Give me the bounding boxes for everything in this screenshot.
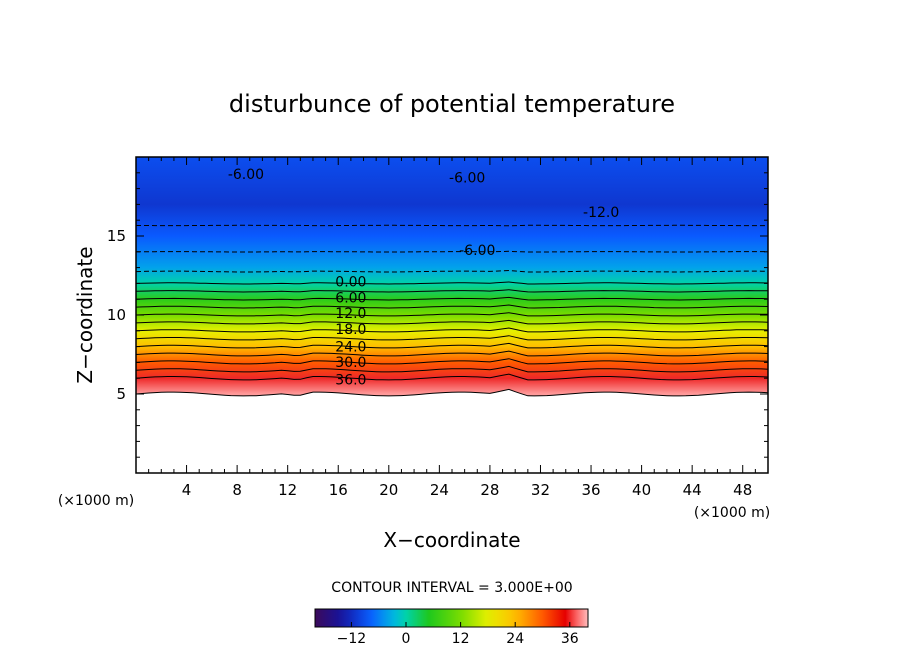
x-tick-label: 44	[683, 481, 702, 499]
y-axis-ticks: 5 10 15	[107, 172, 768, 458]
contour-line	[136, 358, 768, 365]
contour-label: -12.0	[583, 205, 619, 221]
contour-line	[136, 335, 768, 341]
y-tick-label: 5	[116, 385, 126, 403]
x-axis-ticks: 4 8 12 16 20 24 28 32 36 40 44 48	[148, 157, 756, 499]
y-tick-label: 15	[107, 227, 126, 245]
contour-label: 12.0	[335, 306, 366, 322]
contour-line	[136, 269, 768, 273]
x-tick-label: 40	[632, 481, 651, 499]
contour-line	[136, 296, 768, 301]
contour-label: -6.00	[459, 243, 495, 259]
colorbar-tick-label: 36	[561, 631, 579, 647]
y-axis-unit: (×1000 m)	[58, 493, 134, 509]
contour-line	[136, 365, 768, 373]
contour-line	[136, 304, 768, 309]
y-tick-label: 10	[107, 306, 126, 324]
field-fill	[136, 157, 768, 396]
contour-label: -6.00	[449, 170, 485, 186]
x-tick-label: 48	[733, 481, 752, 499]
x-tick-label: 12	[278, 481, 297, 499]
contour-lines	[136, 224, 768, 397]
contour-line	[136, 388, 768, 397]
chart-title: disturbunce of potential temperature	[229, 90, 675, 118]
contour-label: 6.00	[335, 290, 366, 306]
x-tick-label: 20	[379, 481, 398, 499]
contour-interval-text: CONTOUR INTERVAL = 3.000E+00	[331, 580, 572, 596]
colorbar-strip	[314, 608, 589, 628]
contour-line	[136, 342, 768, 349]
colorbar-ticks: −12 0 12 24 36	[337, 622, 579, 647]
contour-line	[136, 327, 768, 333]
colorbar-tick-label: 12	[452, 631, 470, 647]
contour-line	[136, 289, 768, 293]
contour-line	[136, 319, 768, 325]
colorbar-tick-label: −12	[337, 631, 367, 647]
colorbar: −12 0 12 24 36	[314, 608, 589, 647]
colorbar-tick-label: 24	[506, 631, 524, 647]
contour-line	[136, 350, 768, 357]
contour-label: 36.0	[335, 373, 366, 389]
contour-line	[136, 250, 768, 253]
x-axis-label: X−coordinate	[383, 528, 520, 552]
y-axis-label: Z−coordinate	[73, 246, 97, 383]
x-tick-label: 36	[581, 481, 600, 499]
x-tick-label: 24	[430, 481, 449, 499]
contour-label: 30.0	[335, 355, 366, 371]
x-tick-label: 16	[329, 481, 348, 499]
contour-label: -6.00	[228, 167, 264, 183]
x-tick-label: 8	[232, 481, 242, 499]
contour-line	[136, 373, 768, 381]
contour-line	[136, 281, 768, 285]
temperature-field	[136, 157, 768, 396]
contour-label: 0.00	[335, 275, 366, 291]
contour-line	[136, 224, 768, 227]
x-tick-label: 28	[480, 481, 499, 499]
contour-label: 18.0	[335, 322, 366, 338]
colorbar-tick-label: 0	[402, 631, 411, 647]
x-axis-unit: (×1000 m)	[694, 505, 770, 521]
contour-line	[136, 312, 768, 317]
x-tick-label: 4	[182, 481, 192, 499]
contour-label: 24.0	[335, 339, 366, 355]
x-tick-label: 32	[531, 481, 550, 499]
